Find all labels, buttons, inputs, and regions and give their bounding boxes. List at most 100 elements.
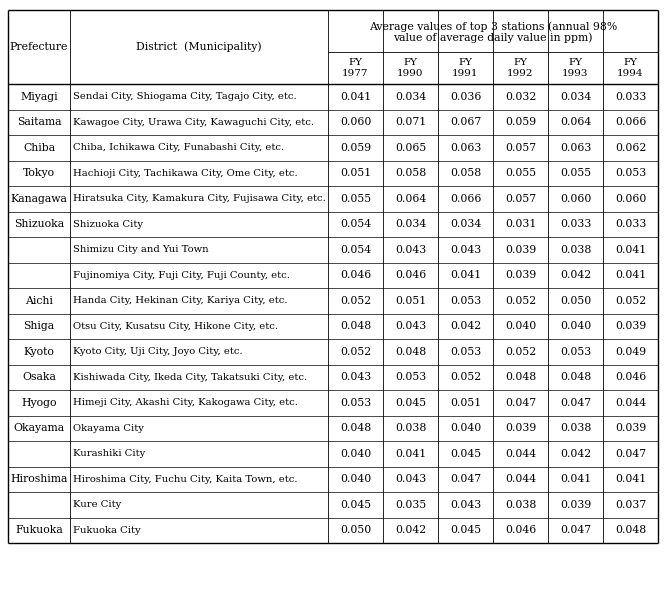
- Text: Tokyo: Tokyo: [23, 168, 55, 178]
- Text: Kishiwada City, Ikeda City, Takatsuki City, etc.: Kishiwada City, Ikeda City, Takatsuki Ci…: [73, 373, 307, 382]
- Text: 0.047: 0.047: [615, 449, 646, 459]
- Text: 0.042: 0.042: [560, 449, 591, 459]
- Text: Okayama City: Okayama City: [73, 424, 144, 433]
- Text: 0.039: 0.039: [505, 423, 536, 434]
- Text: 0.039: 0.039: [505, 245, 536, 255]
- Text: 0.053: 0.053: [615, 168, 646, 178]
- Text: 0.053: 0.053: [450, 295, 481, 306]
- Text: 0.053: 0.053: [560, 347, 591, 357]
- Text: 0.054: 0.054: [340, 245, 371, 255]
- Text: 0.067: 0.067: [450, 117, 481, 127]
- Text: 0.065: 0.065: [395, 143, 426, 153]
- Text: Kyoto: Kyoto: [23, 347, 54, 357]
- Text: 0.058: 0.058: [395, 168, 426, 178]
- Text: Average values of top 3 stations (annual 98%: Average values of top 3 stations (annual…: [369, 22, 617, 32]
- Text: 0.066: 0.066: [450, 194, 481, 204]
- Text: 0.048: 0.048: [340, 321, 371, 331]
- Text: 0.034: 0.034: [395, 92, 426, 102]
- Text: 0.057: 0.057: [505, 143, 536, 153]
- Text: Himeji City, Akashi City, Kakogawa City, etc.: Himeji City, Akashi City, Kakogawa City,…: [73, 398, 298, 407]
- Text: 0.050: 0.050: [340, 525, 371, 535]
- Text: FY
1992: FY 1992: [507, 58, 534, 78]
- Text: Chiba, Ichikawa City, Funabashi City, etc.: Chiba, Ichikawa City, Funabashi City, et…: [73, 143, 284, 152]
- Text: 0.039: 0.039: [615, 423, 646, 434]
- Text: 0.047: 0.047: [560, 525, 591, 535]
- Text: 0.048: 0.048: [395, 347, 426, 357]
- Text: 0.058: 0.058: [450, 168, 481, 178]
- Text: 0.045: 0.045: [450, 449, 481, 459]
- Text: 0.053: 0.053: [340, 398, 371, 408]
- Text: 0.046: 0.046: [615, 372, 646, 382]
- Text: Fukuoka: Fukuoka: [15, 525, 63, 535]
- Text: 0.052: 0.052: [340, 347, 371, 357]
- Text: 0.039: 0.039: [505, 270, 536, 280]
- Text: Kyoto City, Uji City, Joyo City, etc.: Kyoto City, Uji City, Joyo City, etc.: [73, 347, 243, 356]
- Text: Prefecture: Prefecture: [10, 42, 68, 52]
- Text: Okayama: Okayama: [13, 423, 64, 434]
- Text: 0.045: 0.045: [340, 500, 371, 510]
- Text: 0.043: 0.043: [450, 500, 481, 510]
- Text: 0.047: 0.047: [505, 398, 536, 408]
- Text: 0.043: 0.043: [340, 372, 371, 382]
- Text: 0.038: 0.038: [395, 423, 426, 434]
- Text: Osaka: Osaka: [22, 372, 56, 382]
- Text: Fukuoka City: Fukuoka City: [73, 526, 141, 535]
- Text: Miyagi: Miyagi: [20, 92, 58, 102]
- Text: 0.048: 0.048: [560, 372, 591, 382]
- Text: 0.053: 0.053: [395, 372, 426, 382]
- Text: 0.063: 0.063: [450, 143, 481, 153]
- Text: 0.040: 0.040: [340, 474, 371, 484]
- Text: 0.038: 0.038: [560, 423, 591, 434]
- Text: value of average daily value in ppm): value of average daily value in ppm): [393, 33, 593, 43]
- Text: 0.042: 0.042: [450, 321, 481, 331]
- Text: 0.063: 0.063: [560, 143, 591, 153]
- Text: FY
1994: FY 1994: [617, 58, 644, 78]
- Text: 0.040: 0.040: [450, 423, 481, 434]
- Text: Fujinomiya City, Fuji City, Fuji County, etc.: Fujinomiya City, Fuji City, Fuji County,…: [73, 271, 290, 280]
- Text: 0.050: 0.050: [560, 295, 591, 306]
- Text: 0.043: 0.043: [395, 245, 426, 255]
- Text: Sendai City, Shiogama City, Tagajo City, etc.: Sendai City, Shiogama City, Tagajo City,…: [73, 92, 297, 102]
- Text: 0.049: 0.049: [615, 347, 646, 357]
- Text: 0.055: 0.055: [560, 168, 591, 178]
- Text: 0.046: 0.046: [505, 525, 536, 535]
- Text: 0.040: 0.040: [560, 321, 591, 331]
- Text: 0.046: 0.046: [340, 270, 371, 280]
- Text: 0.047: 0.047: [560, 398, 591, 408]
- Text: 0.045: 0.045: [450, 525, 481, 535]
- Text: 0.041: 0.041: [340, 92, 371, 102]
- Text: 0.052: 0.052: [450, 372, 481, 382]
- Text: 0.064: 0.064: [395, 194, 426, 204]
- Text: 0.045: 0.045: [395, 398, 426, 408]
- Text: 0.044: 0.044: [615, 398, 646, 408]
- Text: 0.060: 0.060: [615, 194, 646, 204]
- Text: 0.043: 0.043: [395, 474, 426, 484]
- Text: 0.051: 0.051: [340, 168, 371, 178]
- Text: Hachioji City, Tachikawa City, Ome City, etc.: Hachioji City, Tachikawa City, Ome City,…: [73, 169, 297, 178]
- Text: District  (Municipality): District (Municipality): [136, 42, 262, 52]
- Text: Otsu City, Kusatsu City, Hikone City, etc.: Otsu City, Kusatsu City, Hikone City, et…: [73, 322, 278, 331]
- Text: 0.041: 0.041: [395, 449, 426, 459]
- Text: Saitama: Saitama: [17, 117, 61, 127]
- Text: 0.038: 0.038: [505, 500, 536, 510]
- Text: 0.052: 0.052: [505, 295, 536, 306]
- Text: 0.047: 0.047: [450, 474, 481, 484]
- Text: 0.051: 0.051: [395, 295, 426, 306]
- Text: Shizuoka City: Shizuoka City: [73, 219, 143, 229]
- Text: 0.054: 0.054: [340, 219, 371, 229]
- Text: 0.046: 0.046: [395, 270, 426, 280]
- Text: 0.041: 0.041: [560, 474, 591, 484]
- Text: 0.040: 0.040: [505, 321, 536, 331]
- Text: 0.064: 0.064: [560, 117, 591, 127]
- Text: Handa City, Hekinan City, Kariya City, etc.: Handa City, Hekinan City, Kariya City, e…: [73, 296, 287, 305]
- Text: Shimizu City and Yui Town: Shimizu City and Yui Town: [73, 245, 208, 254]
- Text: 0.031: 0.031: [505, 219, 536, 229]
- Text: 0.052: 0.052: [340, 295, 371, 306]
- Text: 0.057: 0.057: [505, 194, 536, 204]
- Text: 0.059: 0.059: [505, 117, 536, 127]
- Text: 0.043: 0.043: [450, 245, 481, 255]
- Text: 0.071: 0.071: [395, 117, 426, 127]
- Text: 0.044: 0.044: [505, 449, 536, 459]
- Text: 0.060: 0.060: [340, 117, 371, 127]
- Text: 0.066: 0.066: [615, 117, 646, 127]
